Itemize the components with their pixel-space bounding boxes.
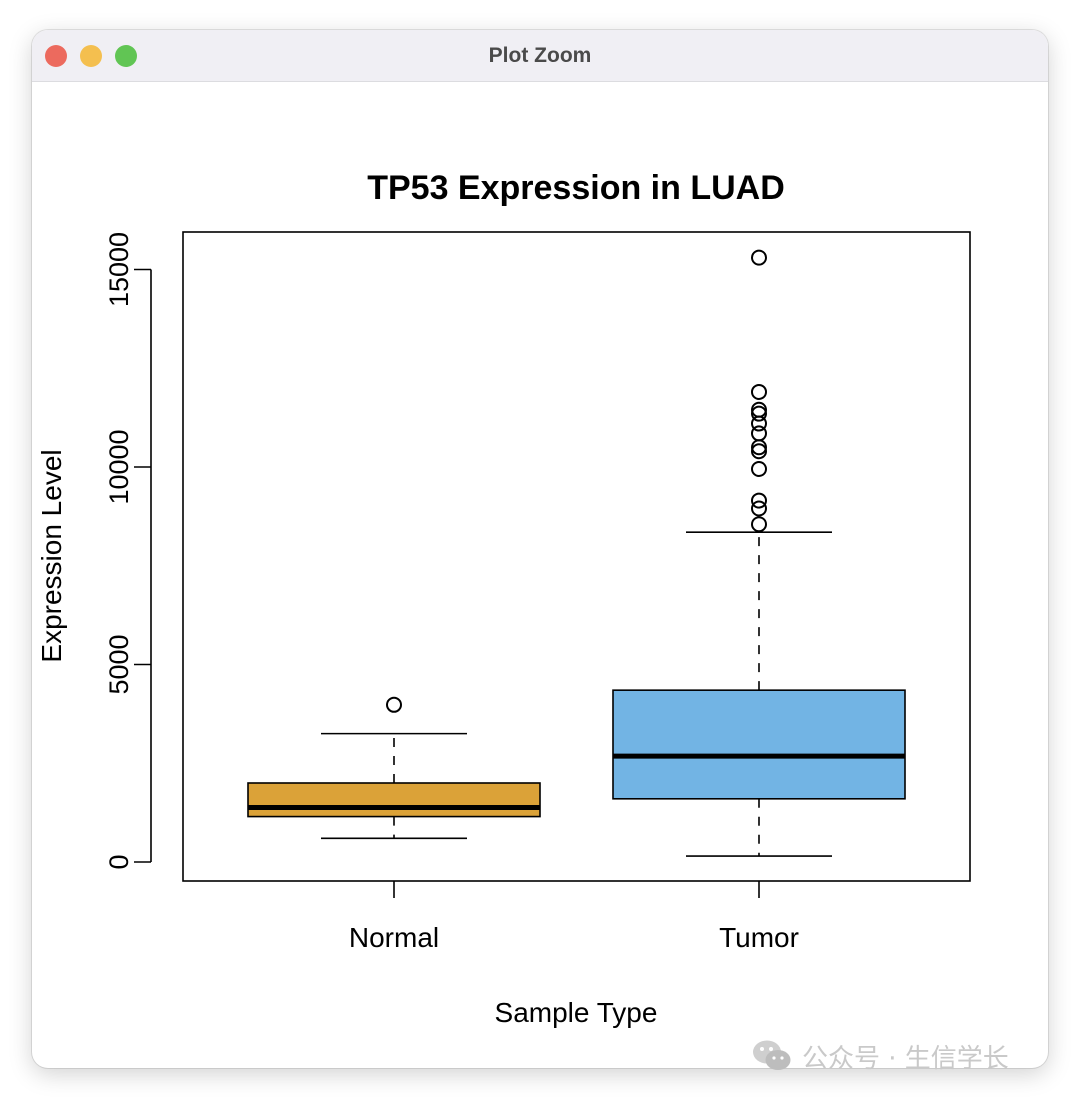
outlier-point [751,516,767,533]
outlier-point [751,425,767,442]
outlier-point [751,383,767,400]
watermark: 公众号 · 生信学长 [752,1036,1009,1076]
box-group-normal [247,696,541,840]
outlier-point [386,696,402,713]
close-window-button[interactable] [45,45,67,67]
outlier-point [751,443,767,460]
y-axis-label: Expression Level [36,449,67,662]
plot-area: TP53 Expression in LUAD 0 5000 10000 15000 … [32,82,1048,1068]
zoom-window-button[interactable] [115,45,137,67]
y-axis: 0 5000 10000 15000 [104,232,152,870]
boxplot-chart: TP53 Expression in LUAD 050001000015000 … [36,169,971,1028]
wechat-icon [753,1040,791,1070]
window-title: Plot Zoom [488,44,592,67]
outlier-point [751,460,767,477]
minimize-window-button[interactable] [80,45,102,67]
title-bar: Plot Zoom [32,30,1048,82]
x-tick-label: Normal [349,922,439,953]
box-group-tumor [612,249,906,857]
plot-frame [182,231,971,882]
watermark-text: 公众号 · 生信学长 [802,1043,1009,1074]
box-series [247,249,906,857]
box-iqr [612,689,906,800]
plot-zoom-window: Plot Zoom TP53 Expression in LUAD 0 5000 1… [32,30,1048,1068]
outlier-point [751,401,767,418]
outlier-point [751,492,767,509]
y-tick-label: 5000 [104,634,134,694]
x-axis: Normal Tumor [349,881,799,953]
box-iqr [247,782,541,818]
outlier-point [751,249,767,266]
x-tick-label: Tumor [719,922,799,953]
y-tick-label: 15000 [104,232,134,307]
y-tick-label: 10000 [104,429,134,504]
y-tick-label: 0 [104,854,134,869]
chart-title: TP53 Expression in LUAD [367,169,785,207]
outlier-point [751,500,767,517]
outlier-point [751,405,767,422]
x-axis-label: Sample Type [495,997,658,1028]
